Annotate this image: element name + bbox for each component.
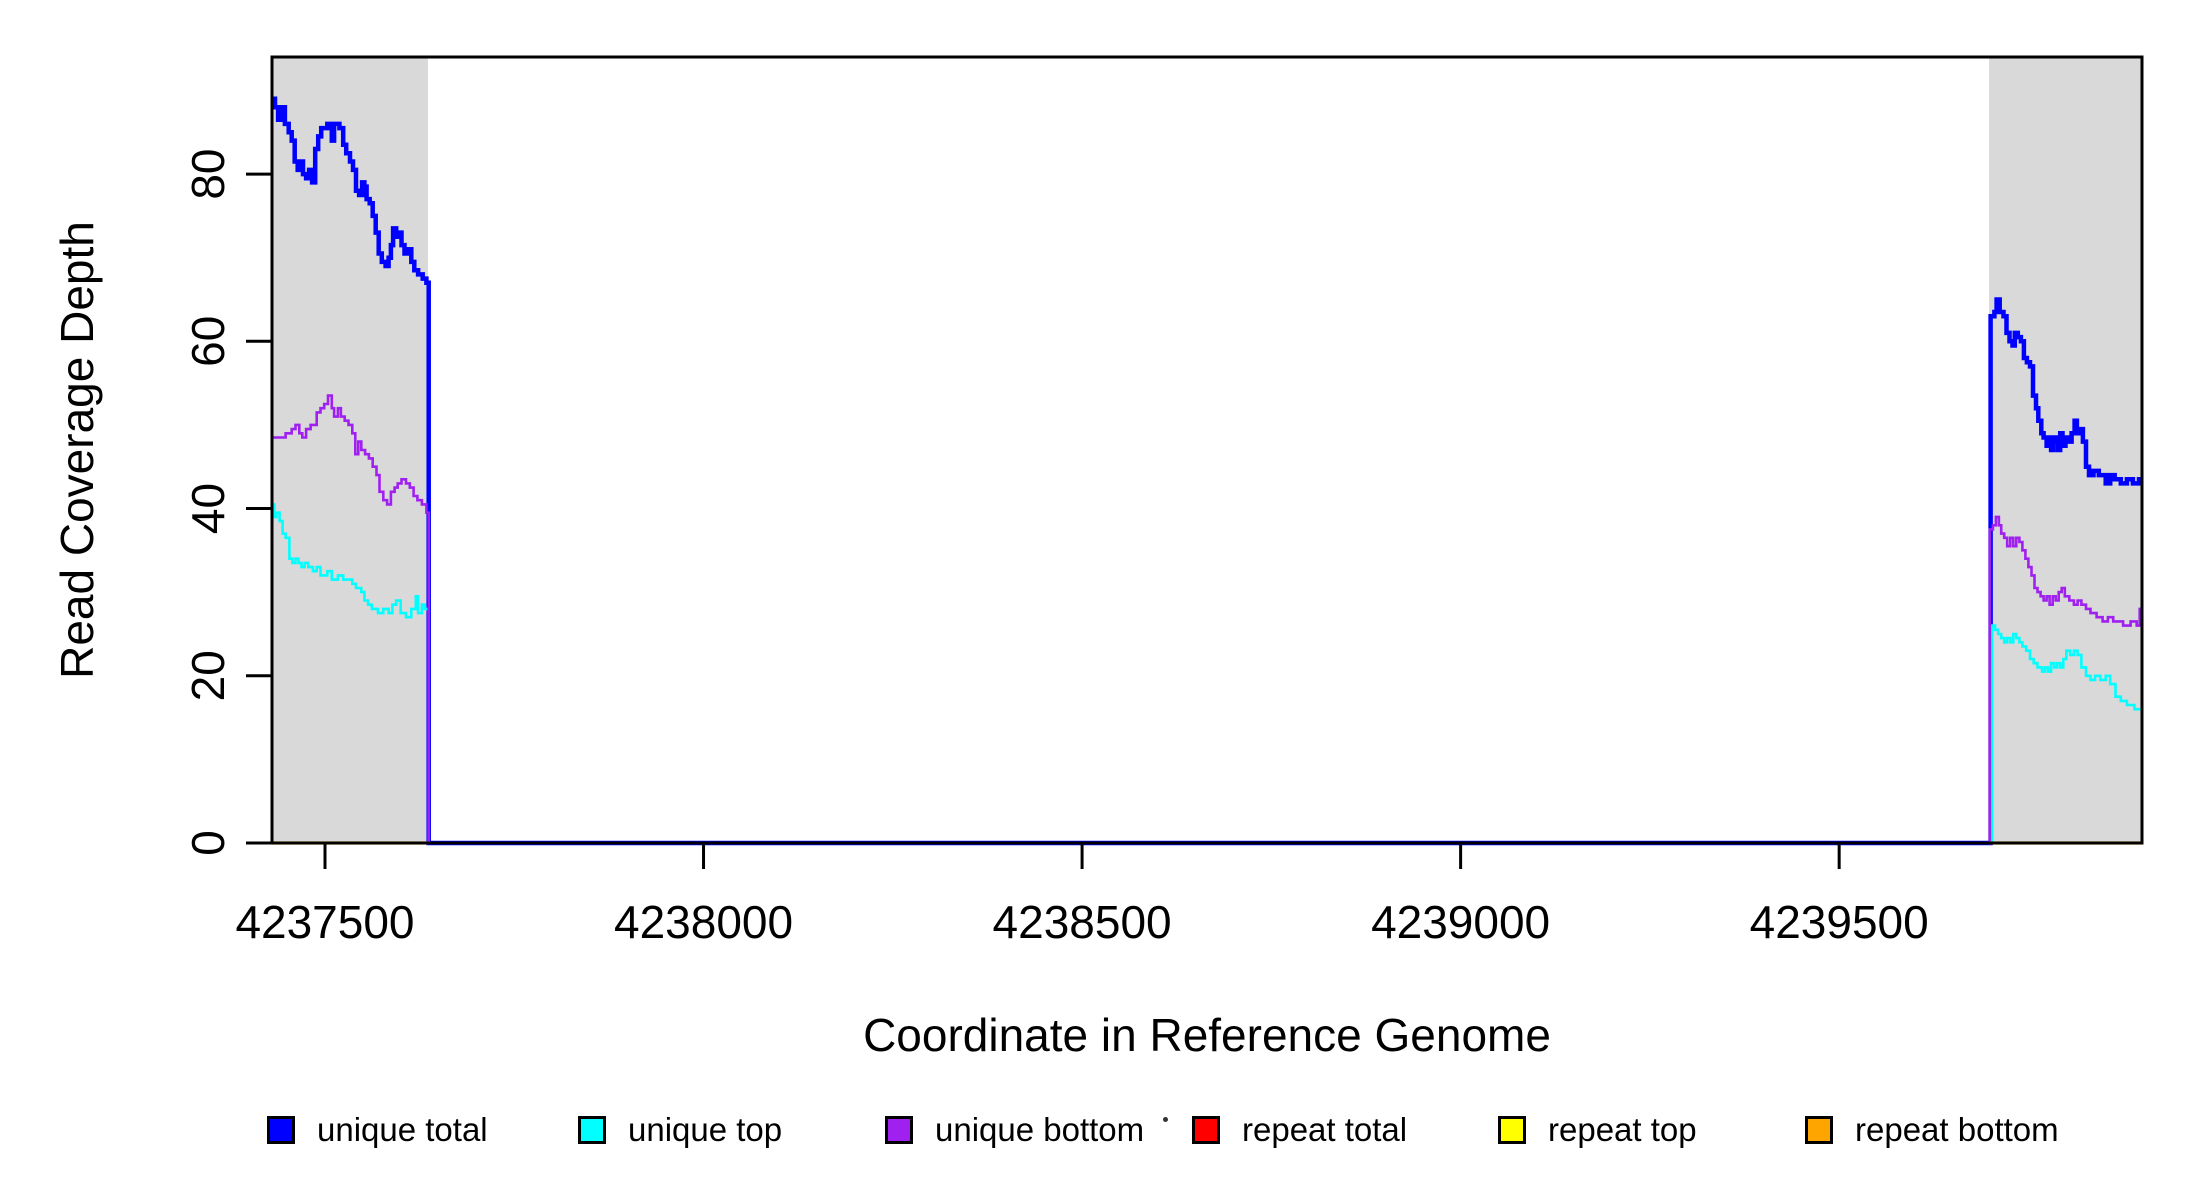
x-tick-label: 4237500	[235, 896, 414, 948]
x-tick-label: 4239000	[1371, 896, 1550, 948]
legend-item-repeat-total: repeat total	[1192, 1108, 1407, 1152]
repeat-total-swatch-icon	[1192, 1116, 1220, 1144]
unique-bottom-swatch-icon	[885, 1116, 913, 1144]
shaded-region	[272, 57, 428, 843]
legend-item-repeat-top: repeat top	[1498, 1108, 1697, 1152]
series-line-unique-top	[272, 503, 2144, 845]
series-line-unique-bottom	[272, 394, 2142, 845]
stray-dot	[1163, 1117, 1168, 1122]
legend-label: repeat top	[1548, 1111, 1697, 1148]
legend-label: unique top	[628, 1111, 783, 1148]
y-axis-title: Read Coverage Depth	[51, 221, 103, 679]
legend-label: unique total	[317, 1111, 488, 1148]
x-tick-label: 4239500	[1750, 896, 1929, 948]
repeat-bottom-swatch-icon	[1805, 1116, 1833, 1144]
unique-total-swatch-icon	[267, 1116, 295, 1144]
plot-box	[270, 55, 2144, 845]
y-tick-label: 80	[182, 149, 234, 200]
y-tick-label: 20	[182, 650, 234, 701]
y-tick-label: 40	[182, 483, 234, 534]
legend-label: unique bottom	[935, 1111, 1145, 1148]
x-axis-title: Coordinate in Reference Genome	[863, 1009, 1551, 1061]
y-tick-label: 60	[182, 316, 234, 367]
legend-item-repeat-bottom: repeat bottom	[1805, 1108, 2059, 1152]
legend: unique total unique top unique bottom re…	[0, 1108, 2200, 1152]
x-tick-label: 4238500	[993, 896, 1172, 948]
legend-item-unique-top: unique top	[578, 1108, 782, 1152]
legend-label: repeat bottom	[1855, 1111, 2059, 1148]
x-tick-label: 4238000	[614, 896, 793, 948]
legend-item-unique-total: unique total	[267, 1108, 488, 1152]
unique-top-swatch-icon	[578, 1116, 606, 1144]
y-tick-label: 0	[182, 830, 234, 856]
legend-label: repeat total	[1242, 1111, 1408, 1148]
repeat-top-swatch-icon	[1498, 1116, 1526, 1144]
series-line-unique-total	[272, 96, 2142, 846]
legend-item-unique-bottom: unique bottom	[885, 1108, 1144, 1152]
shaded-region	[1989, 57, 2142, 843]
